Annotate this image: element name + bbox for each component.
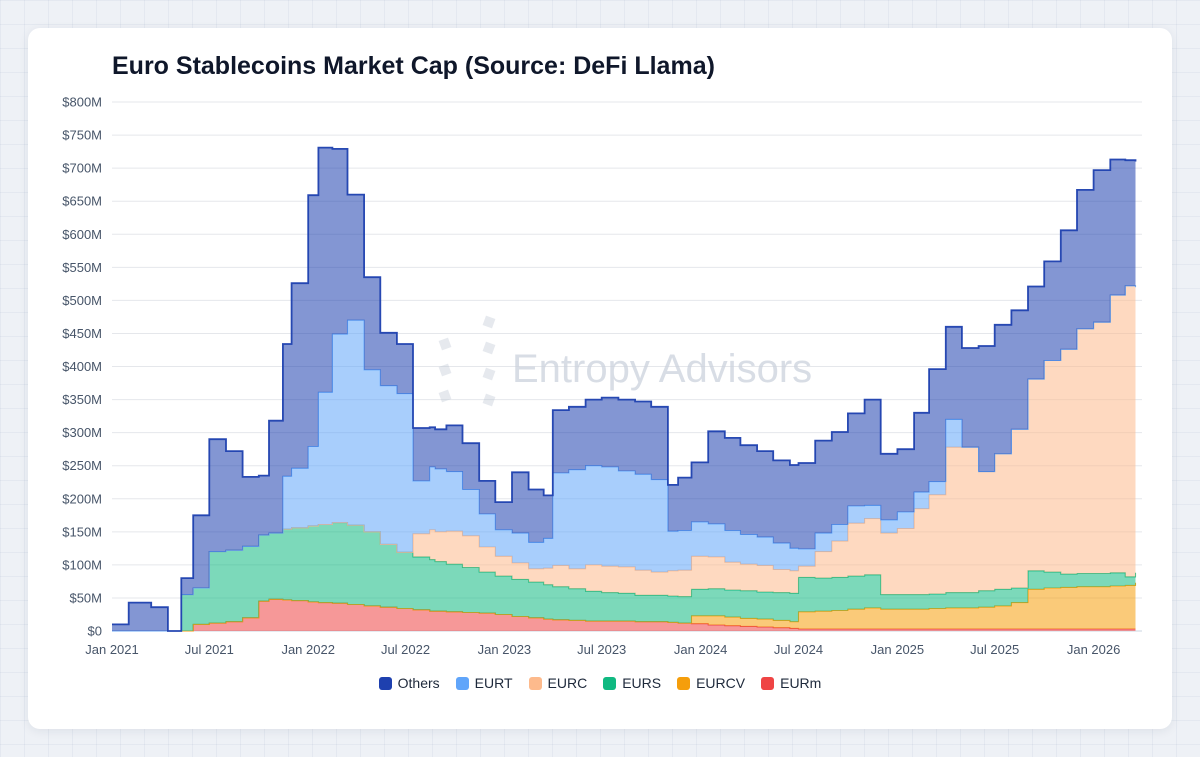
series-area-eurt [112,285,1136,631]
legend-swatch [528,676,542,690]
legend-item[interactable]: Others [378,675,440,691]
y-tick-label: $450M [62,326,102,341]
legend-label: EURCV [696,675,746,691]
legend-swatch [603,676,617,690]
legend-item[interactable]: EURS [603,675,661,691]
y-axis-labels: $0 $50M $100M $150M $200M $250M $300M $350M $400… [62,95,102,639]
legend-swatch [761,676,775,690]
x-tick-label: Jul 2025 [970,642,1019,657]
x-tick-label: Jan 2022 [281,642,335,657]
watermark-logo-icon [438,315,496,407]
y-tick-label: $250M [62,458,102,473]
y-tick-label: $300M [62,425,102,440]
legend-label: EURm [780,675,822,691]
x-tick-label: Jan 2023 [478,642,532,657]
y-tick-label: $800M [62,95,102,110]
legend-item[interactable]: EURm [761,675,821,691]
y-tick-label: $600M [62,227,102,242]
legend-item[interactable]: EURC [528,675,588,691]
y-tick-label: $0 [88,624,102,639]
y-tick-label: $550M [62,260,102,275]
chart-legend: Others EURT EURC EURS EURCV EURm [28,675,1172,691]
legend-label: Others [397,675,440,691]
x-tick-label: Jan 2026 [1067,642,1121,657]
x-tick-label: Jul 2021 [185,642,234,657]
y-tick-label: $650M [62,194,102,209]
y-tick-label: $350M [62,392,102,407]
x-tick-label: Jan 2024 [674,642,728,657]
stacked-areas [112,146,1137,632]
x-tick-label: Jan 2021 [85,642,139,657]
y-tick-label: $400M [62,359,102,374]
y-tick-label: $200M [62,491,102,506]
legend-swatch [677,676,691,690]
legend-label: EURC [547,675,588,691]
legend-item[interactable]: EURT [455,675,513,691]
x-axis-labels: Jan 2021 Jul 2021 Jan 2022 Jul 2022 Jan 2023… [85,642,1120,657]
chart-card: Euro Stablecoins Market Cap (Source: DeF… [28,28,1172,729]
y-tick-label: $700M [62,161,102,176]
legend-item[interactable]: EURCV [677,675,745,691]
legend-swatch [378,676,392,690]
series-area-eurm [112,599,1136,631]
y-tick-label: $50M [69,590,102,605]
series-area-others [112,147,1136,631]
y-tick-label: $100M [62,557,102,572]
stacked-area-chart: $0 $50M $100M $150M $200M $250M $300M $350M $400… [62,95,1142,657]
chart-title: Euro Stablecoins Market Cap (Source: DeF… [112,52,715,80]
x-tick-label: Jul 2023 [577,642,626,657]
legend-label: EURT [474,675,513,691]
series-area-eurc [112,285,1136,631]
legend-label: EURS [622,675,662,691]
y-tick-label: $150M [62,524,102,539]
series-area-eurcv [112,582,1136,631]
series-line-others [112,146,1137,632]
watermark-text: Entropy Advisors [512,347,812,391]
x-tick-label: Jul 2022 [381,642,430,657]
legend-swatch [455,676,469,690]
y-tick-label: $750M [62,128,102,143]
y-tick-label: $500M [62,293,102,308]
x-tick-label: Jan 2025 [871,642,925,657]
x-tick-label: Jul 2024 [774,642,823,657]
series-area-eurs [112,522,1136,631]
